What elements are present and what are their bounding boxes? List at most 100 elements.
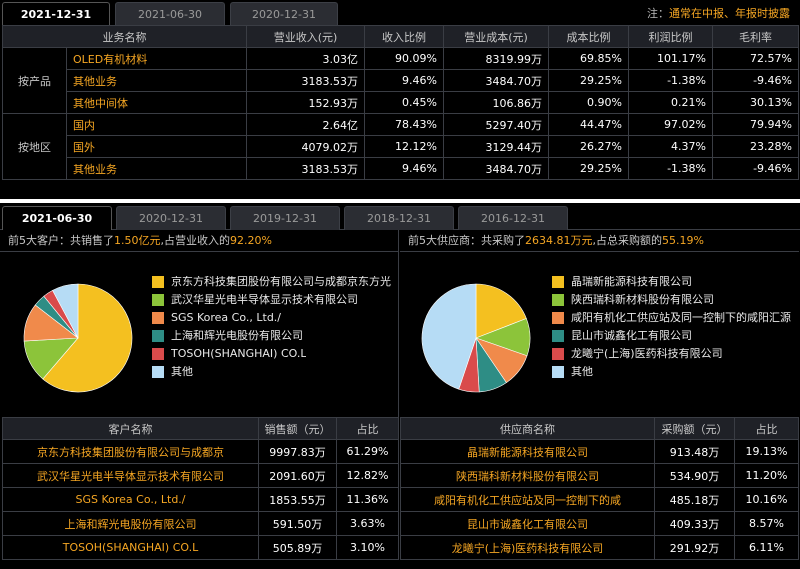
suppliers-legend-swatch	[552, 348, 564, 360]
supplier-pct: 6.11%	[734, 535, 799, 560]
table-row: TOSOH(SHANGHAI) CO.L 505.89万 3.10%	[2, 535, 399, 560]
customers-summary-pct: 92.20%	[230, 234, 272, 247]
customers-legend-label: 上海和辉光电股份有限公司	[171, 330, 303, 342]
header-purchase-amount: 采购额（元）	[654, 417, 735, 440]
customers-table: 客户名称 销售额（元） 占比 京东方科技集团股份有限公司与成都京 9997.83…	[2, 417, 399, 560]
customer-amount: 505.89万	[258, 535, 337, 560]
table-row: 其他中间体 152.93万 0.45% 106.86万 0.90% 0.21% …	[3, 91, 799, 114]
tab-period-2021-06-30[interactable]: 2021-06-30	[2, 206, 112, 230]
header-profit-ratio: 利润比例	[628, 25, 713, 48]
note-text: 通常在中报、年报时披露	[669, 7, 790, 20]
customer-amount: 2091.60万	[258, 463, 337, 488]
supplier-name: 昆山市诚鑫化工有限公司	[400, 511, 655, 536]
customers-legend-label: 其他	[171, 366, 193, 378]
customers-pie-slice-1	[42, 283, 133, 393]
row-cost: 3129.44万	[443, 135, 549, 158]
header-business-name: 业务名称	[2, 25, 247, 48]
customer-pct: 12.82%	[336, 463, 399, 488]
customer-name: 上海和辉光电股份有限公司	[2, 511, 259, 536]
customers-legend-swatch	[152, 294, 164, 306]
suppliers-legend: 晶瑞新能源科技有限公司陕西瑞科新材料股份有限公司 咸阳有机化工供应站及同一控制下的…	[552, 276, 792, 384]
tab-period-2020-12-31[interactable]: 2020-12-31	[230, 2, 338, 25]
row-cost: 3484.70万	[443, 69, 549, 92]
customers-legend-item: TOSOH(SHANGHAI) CO.L	[152, 348, 392, 366]
customers-pie-chart	[23, 283, 133, 393]
suppliers-legend-swatch	[552, 330, 564, 342]
row-gross-margin: 79.94%	[712, 113, 799, 136]
suppliers-legend-swatch	[552, 312, 564, 324]
supplier-name: 咸阳有机化工供应站及同一控制下的咸	[400, 487, 655, 512]
tab-period-2018-12-31[interactable]: 2018-12-31	[344, 206, 454, 230]
row-name: 其他业务	[66, 69, 247, 92]
customers-legend-label: TOSOH(SHANGHAI) CO.L	[171, 348, 307, 360]
table-row: 京东方科技集团股份有限公司与成都京 9997.83万 61.29%	[2, 439, 399, 464]
header-cost-ratio: 成本比例	[548, 25, 629, 48]
header-customer-name: 客户名称	[2, 417, 259, 440]
table-row: 昆山市诚鑫化工有限公司 409.33万 8.57%	[400, 511, 799, 536]
tab-period-2021-12-31[interactable]: 2021-12-31	[2, 2, 110, 25]
customers-legend-swatch	[152, 276, 164, 288]
header-gross-margin: 毛利率	[712, 25, 799, 48]
customers-summary-middle: ,占营业收入的	[160, 234, 231, 247]
customers-legend-item: 京东方科技集团股份有限公司与成都京东方光	[152, 276, 392, 294]
row-revenue-ratio: 12.12%	[364, 135, 444, 158]
customers-legend-item: 其他	[152, 366, 392, 384]
top5-customers-suppliers-panel: 2021-06-30 2020-12-31 2019-12-31 2018-12…	[0, 203, 800, 569]
customers-legend-swatch	[152, 366, 164, 378]
customer-name: SGS Korea Co., Ltd./	[2, 487, 259, 512]
header-revenue: 营业收入(元)	[246, 25, 365, 48]
row-revenue-ratio: 90.09%	[364, 47, 444, 70]
suppliers-legend-item: 其他	[552, 366, 792, 384]
disclosure-note: 注：通常在中报、年报时披露	[647, 5, 790, 21]
suppliers-legend-swatch	[552, 366, 564, 378]
row-revenue: 3183.53万	[246, 157, 365, 180]
table-row: 按地区 国内 2.64亿 78.43% 5297.40万 44.47% 97.0…	[2, 113, 799, 180]
business-table: 业务名称 营业收入(元) 收入比例 营业成本(元) 成本比例 利润比例 毛利率 …	[2, 25, 799, 180]
table-row: 晶瑞新能源科技有限公司 913.48万 19.13%	[400, 439, 799, 464]
row-revenue-ratio: 78.43%	[364, 113, 444, 136]
suppliers-legend-label: 晶瑞新能源科技有限公司	[571, 276, 692, 288]
row-cost-ratio: 69.85%	[548, 47, 629, 70]
customer-pct: 61.29%	[336, 439, 399, 464]
customer-name: TOSOH(SHANGHAI) CO.L	[2, 535, 259, 560]
suppliers-section: 前5大供应商：共采购了2634.81万元,占总采购额的55.19% 晶瑞新能源科…	[400, 230, 799, 417]
row-profit-ratio: 4.37%	[628, 135, 713, 158]
row-cost: 3484.70万	[443, 157, 549, 180]
table-row: 咸阳有机化工供应站及同一控制下的咸 485.18万 10.16%	[400, 487, 799, 512]
row-cost-ratio: 26.27%	[548, 135, 629, 158]
suppliers-legend-label: 昆山市诚鑫化工有限公司	[571, 330, 692, 342]
suppliers-legend-item: 陕西瑞科新材料股份有限公司	[552, 294, 792, 312]
suppliers-summary-prefix: 前5大供应商：共采购了	[408, 234, 525, 247]
row-profit-ratio: 97.02%	[628, 113, 713, 136]
table-row: 上海和辉光电股份有限公司 591.50万 3.63%	[2, 511, 399, 536]
table-row: 龙曦宁(上海)医药科技有限公司 291.92万 6.11%	[400, 535, 799, 560]
customer-name: 京东方科技集团股份有限公司与成都京	[2, 439, 259, 464]
suppliers-pie-slice-1	[475, 283, 527, 339]
customers-pie-slice-6	[52, 283, 79, 339]
customers-legend-item: 武汉华星光电半导体显示技术有限公司	[152, 294, 392, 312]
suppliers-legend-item: 咸阳有机化工供应站及同一控制下的咸阳汇源	[552, 312, 792, 330]
table-row: 其他业务 3183.53万 9.46% 3484.70万 29.25% -1.3…	[3, 157, 799, 180]
suppliers-table-header: 供应商名称 采购额（元） 占比	[400, 417, 799, 440]
row-cost-ratio: 0.90%	[548, 91, 629, 114]
header-cost: 营业成本(元)	[443, 25, 549, 48]
business-composition-panel: 2021-12-31 2021-06-30 2020-12-31 注：通常在中报…	[0, 0, 800, 199]
customer-pct: 3.10%	[336, 535, 399, 560]
tab-period-2019-12-31[interactable]: 2019-12-31	[230, 206, 340, 230]
row-gross-margin: 72.57%	[712, 47, 799, 70]
tab-period-2021-06-30[interactable]: 2021-06-30	[115, 2, 225, 25]
row-profit-ratio: 101.17%	[628, 47, 713, 70]
row-revenue-ratio: 9.46%	[364, 69, 444, 92]
suppliers-legend-label: 其他	[571, 366, 593, 378]
customers-table-header: 客户名称 销售额（元） 占比	[2, 417, 399, 440]
tab-period-2016-12-31[interactable]: 2016-12-31	[458, 206, 568, 230]
suppliers-legend-item: 龙曦宁(上海)医药科技有限公司	[552, 348, 792, 366]
suppliers-legend-label: 咸阳有机化工供应站及同一控制下的咸阳汇源	[571, 312, 791, 324]
row-cost: 5297.40万	[443, 113, 549, 136]
customers-summary: 前5大客户：共销售了1.50亿元,占营业收入的92.20%	[0, 230, 398, 252]
table-row: 按产品 OLED有机材料 3.03亿 90.09% 8319.99万 69.85…	[2, 47, 799, 114]
customers-section: 前5大客户：共销售了1.50亿元,占营业收入的92.20% 京东方科技集团股份有…	[0, 230, 399, 417]
top-period-tabs: 2021-12-31 2021-06-30 2020-12-31 注：通常在中报…	[0, 0, 800, 25]
tab-period-2020-12-31[interactable]: 2020-12-31	[116, 206, 226, 230]
row-name: 其他业务	[66, 157, 247, 180]
